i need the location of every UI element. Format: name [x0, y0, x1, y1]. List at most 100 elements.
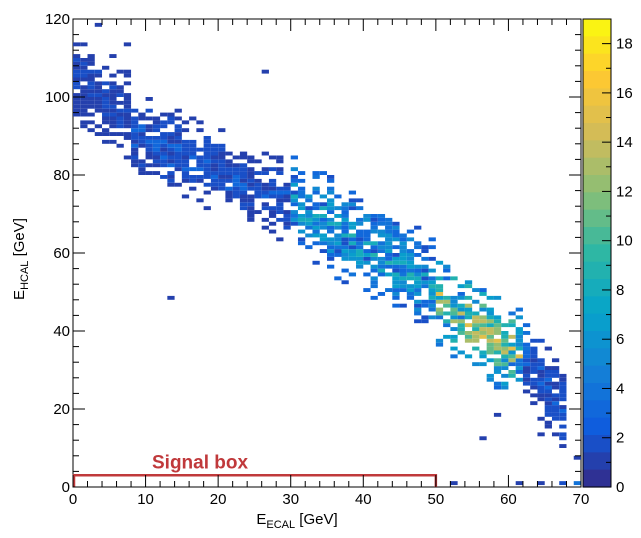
heatmap-bin [152, 147, 161, 152]
heatmap-bin [116, 112, 124, 117]
heatmap-bin [189, 139, 197, 144]
heatmap-bin [363, 214, 371, 218]
heatmap-bin [551, 366, 560, 370]
heatmap-bin [319, 221, 327, 226]
heatmap-bin [210, 155, 219, 160]
heatmap-bin [573, 455, 581, 460]
heatmap-bin [348, 272, 357, 277]
colorbar-frame [582, 18, 612, 488]
heatmap-bin [218, 143, 226, 148]
heatmap-bin [435, 299, 444, 304]
colorbar-tick-label: 0 [616, 479, 624, 496]
heatmap-bin [508, 358, 516, 363]
heatmap-bin [276, 155, 284, 160]
heatmap-bin [276, 167, 284, 172]
heatmap-bin [319, 249, 327, 253]
heatmap-bin [551, 412, 560, 417]
heatmap-bin [385, 249, 393, 253]
heatmap-bin [225, 194, 233, 199]
heatmap-bin [348, 253, 357, 257]
heatmap-bin [123, 73, 132, 78]
heatmap-bin [559, 412, 567, 417]
heatmap-bin [109, 97, 117, 101]
heatmap-bin [232, 163, 240, 168]
heatmap-bin [247, 186, 255, 191]
heatmap-bin [247, 159, 255, 164]
heatmap-bin [73, 100, 81, 105]
heatmap-bin [167, 112, 175, 117]
heatmap-bin [450, 315, 458, 320]
heatmap-bin [109, 112, 117, 117]
colorbar-band [583, 400, 611, 419]
heatmap-bin [102, 100, 110, 105]
heatmap-bin [297, 171, 306, 175]
heatmap-bin [167, 116, 175, 121]
heatmap-bin [174, 155, 182, 160]
heatmap-bin [210, 151, 219, 156]
heatmap-bin [392, 303, 400, 308]
heatmap-bin [443, 311, 451, 316]
heatmap-bin [508, 346, 516, 351]
heatmap-bin [414, 245, 422, 250]
heatmap-bin [356, 198, 364, 203]
heatmap-bin [406, 292, 415, 296]
heatmap-bin [399, 268, 407, 273]
heatmap-bin [247, 210, 255, 214]
heatmap-bin [290, 155, 298, 160]
heatmap-bin [356, 249, 364, 253]
heatmap-bin [290, 198, 298, 203]
heatmap-bin [508, 373, 516, 378]
heatmap-bin [515, 315, 523, 320]
heatmap-bin [414, 319, 422, 324]
heatmap-bin [537, 393, 545, 398]
heatmap-bin [435, 260, 444, 265]
heatmap-bin [297, 186, 306, 191]
heatmap-bin [551, 432, 560, 437]
heatmap-bin [530, 366, 538, 370]
heatmap-bin [501, 354, 509, 359]
heatmap-bin [174, 136, 182, 140]
heatmap-bin [334, 214, 342, 218]
heatmap-bin [80, 58, 88, 62]
heatmap-bin [472, 346, 480, 351]
heatmap-bin [515, 307, 523, 312]
heatmap-bin [551, 358, 560, 363]
heatmap-bin [450, 276, 458, 281]
heatmap-bin [348, 249, 357, 253]
heatmap-bin [341, 280, 349, 285]
heatmap-bin [370, 284, 378, 289]
heatmap-bin [377, 249, 386, 253]
heatmap-bin [515, 342, 523, 347]
heatmap-bin [232, 171, 240, 175]
heatmap-bin [319, 214, 327, 218]
heatmap-bin [363, 256, 371, 261]
heatmap-bin [327, 221, 335, 226]
heatmap-bin [268, 167, 277, 172]
heatmap-bin [239, 178, 248, 183]
heatmap-bin [341, 256, 349, 261]
heatmap-bin [181, 178, 190, 183]
heatmap-bin [80, 77, 88, 82]
heatmap-bin [73, 54, 81, 58]
x-tick-label: 50 [428, 491, 445, 508]
heatmap-bin [203, 182, 211, 187]
colorbar-tick-label: 4 [616, 380, 624, 397]
heatmap-bin [87, 73, 95, 78]
heatmap-bin [80, 73, 88, 78]
heatmap-bin [268, 206, 277, 211]
heatmap-bin [392, 237, 400, 242]
heatmap-bin [290, 194, 298, 199]
heatmap-bin [268, 190, 277, 195]
heatmap-bin [131, 151, 139, 156]
heatmap-bin [443, 334, 451, 339]
heatmap-bin [377, 221, 386, 226]
heatmap-bin [87, 77, 95, 82]
heatmap-bin [341, 241, 349, 246]
heatmap-bin [457, 307, 465, 312]
heatmap-bin [73, 97, 81, 101]
heatmap-bin [247, 178, 255, 183]
heatmap-bin [443, 323, 451, 328]
heatmap-bin [319, 206, 327, 211]
heatmap-bin [123, 97, 132, 101]
heatmap-bin [493, 319, 502, 324]
